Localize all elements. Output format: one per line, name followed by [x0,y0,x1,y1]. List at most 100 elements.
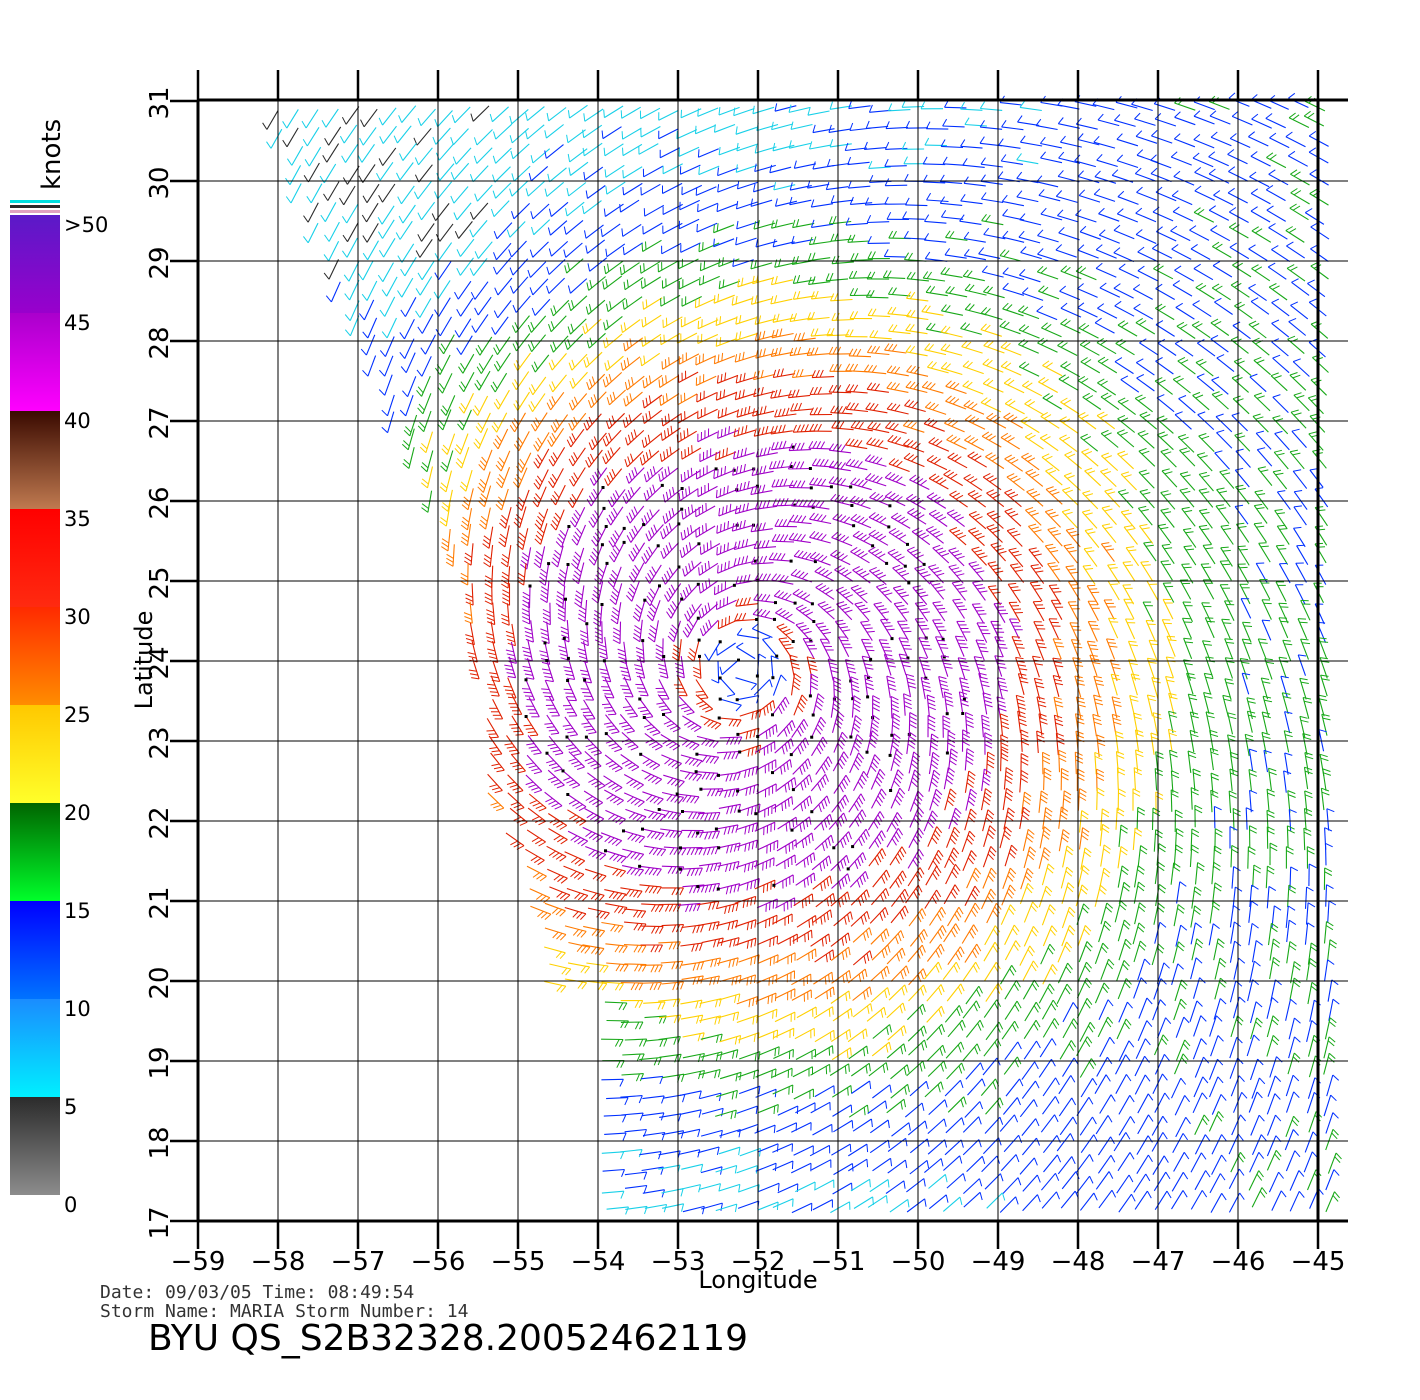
wind-barb-feather [625,437,629,446]
wind-barb-feather [593,488,599,497]
wind-barb-feather [683,430,686,439]
wind-barb-feather [898,570,907,574]
wind-barb-feather [1124,525,1133,528]
rain-flag-dot [906,542,909,546]
wind-barb [1036,310,1058,321]
wind-barb-feather [1084,450,1093,455]
wind-barb [793,279,816,284]
wind-barb [482,471,491,493]
wind-barb-feather [624,381,628,390]
wind-barb [623,676,634,698]
wind-barb-feather [774,295,778,304]
wind-barb-feather [857,479,864,487]
wind-barb-feather [688,486,691,495]
wind-barb [1040,157,1063,164]
wind-barb [511,108,529,125]
wind-barb [716,642,736,656]
wind-barb-feather [1192,391,1201,396]
wind-barb-feather [872,493,880,500]
wind-barb-feather [591,439,596,447]
wind-barb [511,240,527,258]
wind-barb-feather [578,609,586,615]
wind-barb-feather [1242,638,1251,641]
wind-barb [469,622,475,645]
wind-barb-feather [1068,550,1077,553]
wind-barb-feather [715,317,718,326]
wind-barb-feather [714,124,716,133]
wind-barb-feather [719,545,722,554]
wind-barb [885,184,908,187]
wind-barb-feather [765,594,771,602]
wind-barb-feather [582,205,585,214]
wind-barb-feather [944,326,951,334]
wind-barb-feather [606,475,611,483]
wind-barb [717,660,720,684]
wind-barb [963,477,983,491]
wind-barb-feather [537,437,543,445]
wind-barb-feather [636,687,646,689]
wind-barb-feather [662,395,665,404]
wind-barb [811,203,834,208]
wind-barb [566,201,585,217]
wind-barb-feather [725,407,727,416]
wind-barb [1058,157,1081,164]
wind-barb [490,675,500,697]
wind-barb-feather [620,324,623,333]
wind-barb-feather [847,234,852,243]
wind-barb-feather [1268,169,1276,175]
wind-barb [604,636,608,659]
wind-barb-feather [727,693,736,697]
wind-barb-feather [537,454,543,462]
wind-barb [568,182,587,197]
wind-barb [623,182,643,196]
wind-barb [426,466,434,489]
wind-barb-feather [849,196,854,205]
wind-barb [693,639,700,662]
wind-barb-feather [1210,334,1219,340]
wind-barb-feather [1050,514,1059,518]
wind-barb [887,371,909,377]
wind-barb [735,392,757,401]
wind-barb-feather [1019,668,1028,671]
wind-barb [460,297,474,317]
wind-barb-feather [668,631,676,639]
wind-barb-feather [1285,131,1293,138]
wind-barb [1020,420,1040,434]
wind-barb-feather [785,631,794,636]
wind-barb-feather [886,628,895,631]
wind-barb-feather [1053,638,1062,640]
wind-barb-feather [583,171,586,180]
wind-barb-feather [1109,567,1118,569]
wind-barb [868,570,887,586]
wind-barb-feather [1036,305,1044,312]
wind-barb [907,512,927,525]
wind-barb [532,241,549,258]
wind-barb-feather [793,347,798,356]
wind-barb-feather [623,398,627,407]
wind-barb [546,621,550,644]
wind-barb-feather [1037,229,1044,236]
wind-barb-feather [782,424,786,433]
wind-barb [830,554,851,566]
wind-barb-feather [1077,170,1084,177]
wind-barb-feather [1044,324,1052,330]
wind-barb [923,163,946,166]
wind-barb-feather [944,305,951,312]
wind-barb-feather [701,582,704,591]
wind-barb-feather [688,652,696,658]
wind-barb-feather [680,432,682,441]
wind-barb-feather [958,657,967,660]
wind-barb [941,145,964,149]
wind-barb [1193,139,1215,149]
wind-barb-feather [783,478,788,487]
wind-barb-feather [450,137,454,145]
wind-barb-feather [649,607,656,614]
wind-barb-feather [1155,357,1163,362]
wind-barb-feather [850,253,855,261]
rain-flag-dot [677,522,681,526]
wind-barb-feather [691,445,693,454]
wind-barb [735,126,758,135]
wind-barb [485,507,491,530]
wind-barb [1305,212,1325,225]
wind-barb-feather [657,663,666,667]
